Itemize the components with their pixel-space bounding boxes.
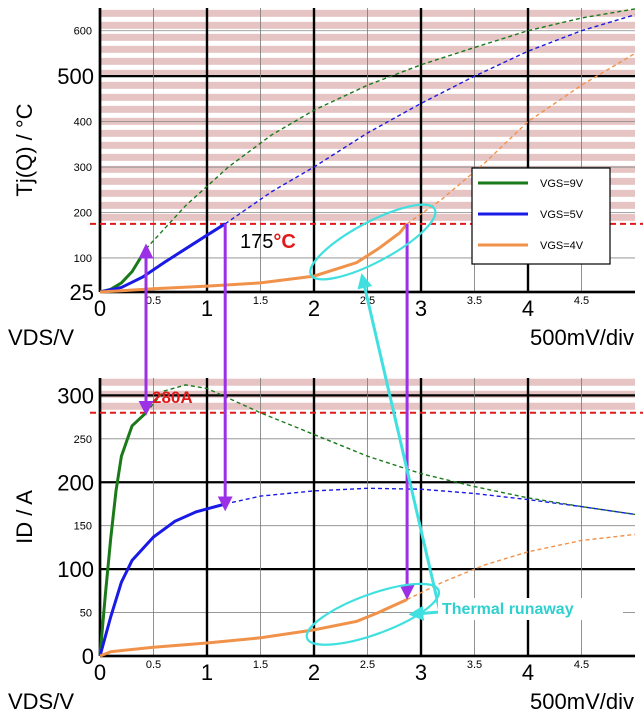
thermal-runaway-label: Thermal runaway [442, 601, 574, 618]
runaway-ellipse-bottom [305, 582, 441, 646]
y-tick-label-major: 25 [70, 280, 94, 305]
x-tick-label: 3.5 [467, 295, 482, 307]
x-axis-label: VDS/V [8, 689, 74, 714]
x-tick-label: 0.5 [146, 295, 161, 307]
arrow-thermal-bottom [408, 605, 441, 621]
x-tick-label-major: 3 [415, 296, 427, 321]
x-tick-label-major: 0 [94, 660, 106, 685]
series-solid-2 [99, 222, 226, 294]
series-dashed-3 [406, 533, 636, 601]
y-tick-label: 150 [74, 521, 92, 533]
series-solid-1 [98, 411, 148, 657]
series-dashed-3 [406, 52, 636, 225]
x-tick-label-major: 1 [201, 660, 213, 685]
x-tick-label: 1.5 [253, 659, 268, 671]
y-tick-label-major: 300 [57, 383, 94, 408]
series-solid-2 [98, 502, 226, 657]
y-tick-label: 50 [80, 608, 92, 620]
y-axis-label: ID / A [12, 490, 37, 544]
arrow-thermal-top [357, 273, 442, 613]
limit-label-unit: °C [273, 231, 295, 253]
series-dashed-1 [145, 384, 636, 516]
x-scale-label: 500mV/div [530, 689, 634, 714]
y-tick-label: 200 [74, 207, 92, 219]
x-tick-label-major: 2 [308, 660, 320, 685]
limit-label-value: 175 [240, 231, 273, 253]
series-solid-3 [99, 222, 409, 294]
x-tick-label: 0.5 [146, 659, 161, 671]
chart-1: 25500100200300400600012340.51.52.53.54.5… [8, 8, 643, 350]
x-tick-label: 1.5 [253, 295, 268, 307]
y-tick-label: 250 [74, 434, 92, 446]
series-solid-3 [99, 598, 408, 658]
x-tick-label-major: 0 [94, 296, 106, 321]
legend: VGS=9V VGS=5V VGS=4V [471, 167, 611, 265]
x-tick-label-major: 4 [522, 660, 534, 685]
y-tick-label-major: 500 [57, 64, 94, 89]
runaway-ellipse-top [309, 203, 437, 281]
legend-label: VGS=9V [540, 178, 584, 190]
series-dashed-2 [224, 14, 636, 225]
x-tick-label: 4.5 [574, 295, 589, 307]
legend-label: VGS=5V [540, 209, 584, 221]
thermal-label-bg [438, 598, 623, 620]
y-axis-label: Tj(Q) / °C [12, 103, 37, 196]
series-dashed-2 [225, 487, 636, 516]
x-tick-label: 2.5 [360, 659, 375, 671]
y-tick-label: 100 [74, 253, 92, 265]
limit-label: 175°C [240, 231, 296, 253]
limit-label: 280A [152, 388, 193, 407]
x-tick-label: 4.5 [574, 659, 589, 671]
y-tick-label: 400 [74, 117, 92, 129]
x-tick-label: 3.5 [467, 659, 482, 671]
y-tick-label-major: 100 [57, 557, 94, 582]
y-tick-label: 300 [74, 162, 92, 174]
x-tick-label-major: 2 [308, 296, 320, 321]
x-axis-label: VDS/V [8, 325, 74, 350]
x-tick-label-major: 4 [522, 296, 534, 321]
x-tick-label-major: 1 [201, 296, 213, 321]
chart-2: 0 100 200 300 50 150 250 0 1 2 3 4 0.5 1.5 2.5 3.5 4.5 VD… [8, 378, 643, 714]
y-tick-label-major: 200 [57, 470, 94, 495]
legend-label: VGS=4V [540, 240, 584, 252]
x-scale-label: 500mV/div [530, 325, 634, 350]
y-tick-label: 600 [74, 26, 92, 38]
y-tick-label-major: 0 [82, 644, 94, 669]
x-tick-label-major: 3 [415, 660, 427, 685]
